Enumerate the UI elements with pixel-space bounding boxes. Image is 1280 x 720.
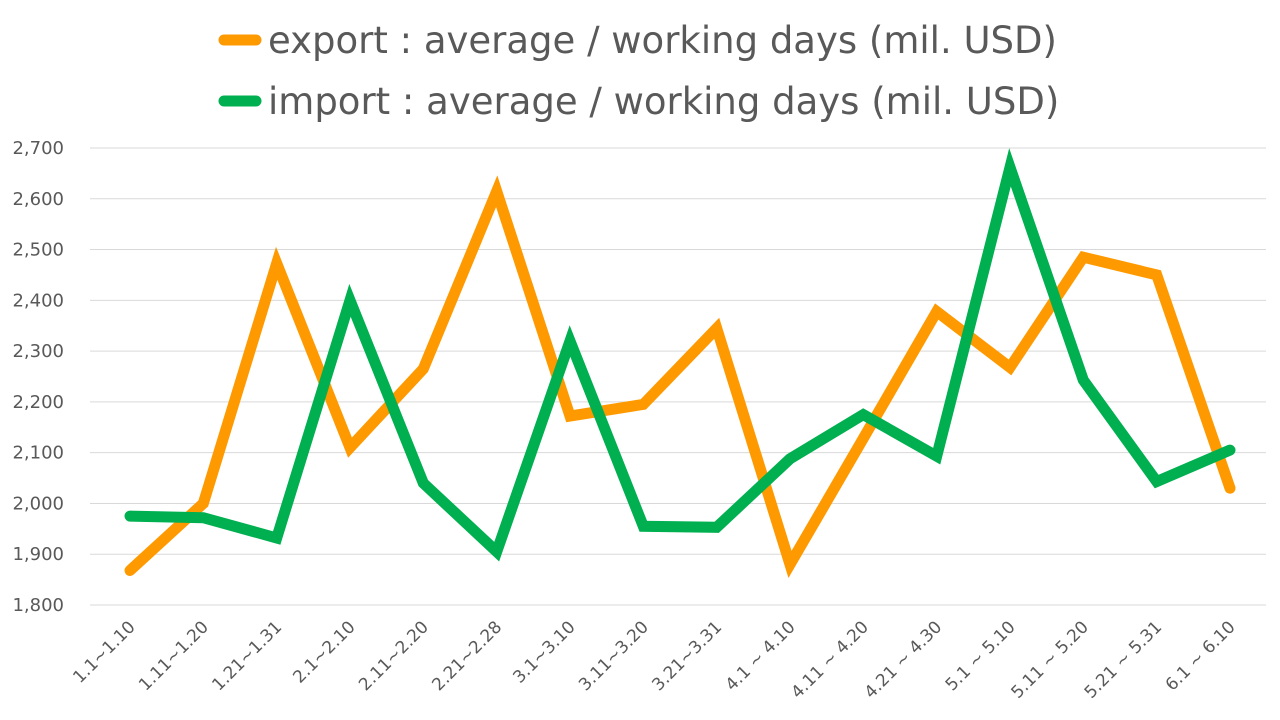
data-point [128,514,132,518]
legend-label: import : average / working days (mil. US… [268,80,1059,123]
data-point [275,536,279,540]
data-point [861,413,865,417]
x-tick-label: 5.11 ~ 5.20 [1007,617,1092,702]
x-tick-label: 1.21~1.31 [208,617,286,695]
y-tick-label: 2,700 [12,138,64,159]
data-point [861,436,865,440]
data-point [715,525,719,529]
y-tick-label: 1,900 [12,544,64,565]
y-tick-label: 2,600 [12,189,64,210]
gridlines [90,147,1266,606]
x-tick-label: 2.21~2.28 [428,617,506,695]
data-point [1008,365,1012,369]
y-tick-label: 2,100 [12,443,64,464]
x-axis: 1.1~1.101.11~1.201.21~1.31 2.1~2.102.11~2… [69,617,1239,702]
y-tick-label: 2,300 [12,341,64,362]
data-point [495,189,499,193]
x-tick-label: 3.11~3.20 [575,617,653,695]
series-line-export [124,175,1236,578]
data-point [1228,448,1232,452]
data-point [275,261,279,265]
data-point [201,516,205,520]
x-tick-label: 2.1~2.10 [289,617,359,687]
data-point [568,414,572,418]
data-point [348,298,352,302]
data-point [128,568,132,572]
data-point [788,562,792,566]
data-point [1228,486,1232,490]
x-tick-label: 3.21~3.31 [648,617,726,695]
series-line-import [124,148,1236,562]
x-tick-label: 2.11~2.20 [355,617,433,695]
data-point [1008,165,1012,169]
x-tick-label: 1.11~1.20 [135,617,213,695]
data-point [348,446,352,450]
data-point [421,481,425,485]
series-lines [124,148,1236,578]
data-point [1081,378,1085,382]
data-point [1155,273,1159,277]
data-point [495,550,499,554]
y-tick-label: 2,200 [12,392,64,413]
data-point [935,454,939,458]
data-point [715,326,719,330]
data-point [788,457,792,461]
x-tick-label: 4.11 ~ 4.20 [787,617,872,702]
data-point [935,310,939,314]
chart-legend: export : average / working days (mil. US… [218,19,1059,123]
x-tick-label: 5.1 ~ 5.10 [942,617,1020,695]
data-point [641,524,645,528]
data-point [1081,255,1085,259]
y-tick-label: 2,000 [12,493,64,514]
data-point [421,367,425,371]
x-tick-label: 1.1~1.10 [69,617,139,687]
data-point [641,402,645,406]
x-tick-label: 6.1 ~ 6.10 [1162,617,1240,695]
data-point [1155,480,1159,484]
x-tick-label: 4.1 ~ 4.10 [722,617,800,695]
y-tick-label: 2,500 [12,240,64,261]
legend-label: export : average / working days (mil. US… [268,19,1057,62]
data-point [568,339,572,343]
y-tick-label: 2,400 [12,290,64,311]
data-point [201,501,205,505]
x-tick-label: 5.21 ~ 5.31 [1081,617,1166,702]
x-tick-label: 3.1~3.10 [509,617,579,687]
y-tick-label: 1,800 [12,595,64,616]
x-tick-label: 4.21 ~ 4.30 [861,617,946,702]
y-axis: 1,800 1,900 2,000 2,100 2,200 2,300 2,400 2,500… [12,138,64,616]
